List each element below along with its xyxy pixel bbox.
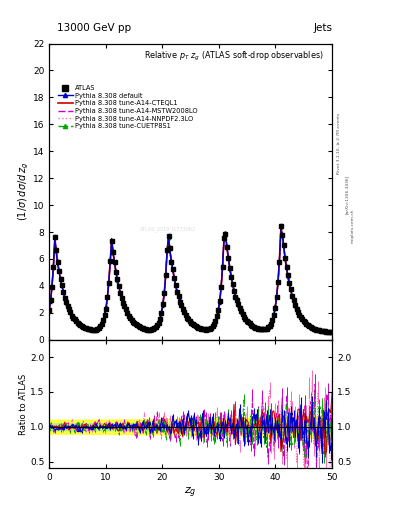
Y-axis label: $(1/\sigma)\,d\sigma/d\,z_g$: $(1/\sigma)\,d\sigma/d\,z_g$: [17, 162, 31, 221]
Y-axis label: Ratio to ATLAS: Ratio to ATLAS: [20, 373, 29, 435]
Text: Relative $p_T$ $z_g$ (ATLAS soft-drop observables): Relative $p_T$ $z_g$ (ATLAS soft-drop ob…: [144, 50, 323, 62]
Text: 13000 GeV pp: 13000 GeV pp: [57, 23, 131, 33]
Text: ATLAS_2019_I1772062: ATLAS_2019_I1772062: [140, 226, 196, 232]
Text: [arXiv:1306.3436]: [arXiv:1306.3436]: [345, 175, 349, 214]
Text: mcplots.cern.ch: mcplots.cern.ch: [351, 208, 355, 243]
Text: Rivet 3.1.10, ≥ 2.7M events: Rivet 3.1.10, ≥ 2.7M events: [337, 113, 341, 174]
X-axis label: $z_g$: $z_g$: [184, 485, 197, 500]
Legend: ATLAS, Pythia 8.308 default, Pythia 8.308 tune-A14-CTEQL1, Pythia 8.308 tune-A14: ATLAS, Pythia 8.308 default, Pythia 8.30…: [55, 82, 200, 132]
Text: Jets: Jets: [313, 23, 332, 33]
